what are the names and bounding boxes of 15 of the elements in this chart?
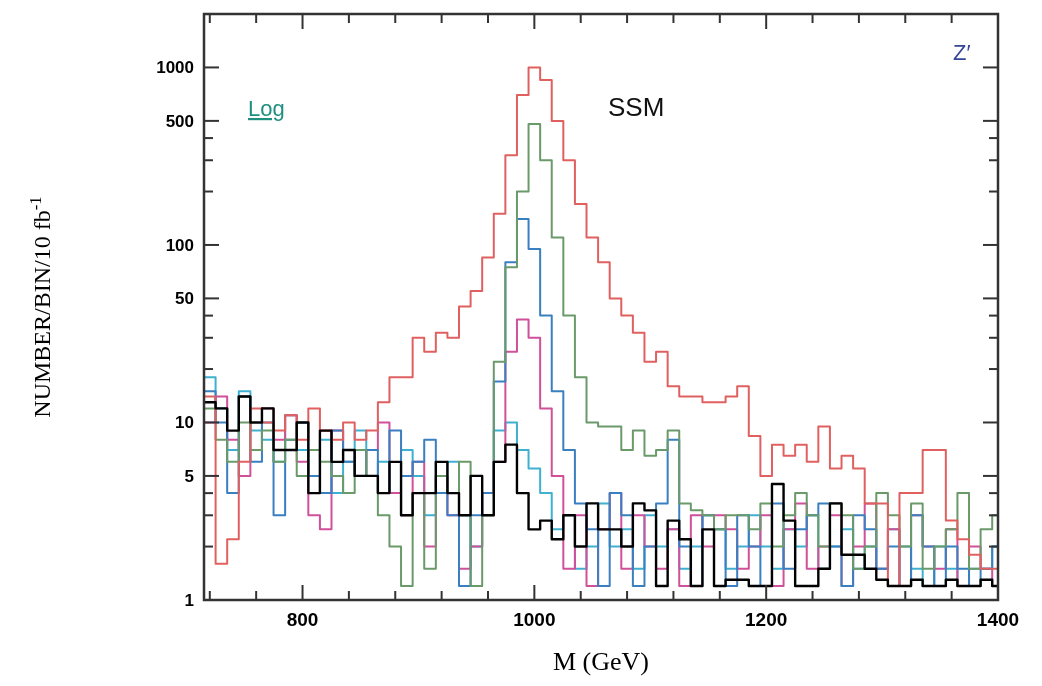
annotation: Z′ (953, 40, 971, 65)
y-tick-label: 100 (165, 235, 194, 255)
annotation: Log (248, 96, 285, 121)
x-tick-label: 1200 (745, 609, 788, 630)
y-tick-label: 10 (175, 413, 194, 433)
x-tick-label: 1400 (976, 609, 1020, 630)
y-tick-label: 1000 (156, 58, 194, 78)
x-tick-label: 1000 (513, 609, 556, 630)
y-tick-label: 500 (165, 111, 194, 131)
y-tick-label: 50 (175, 289, 194, 309)
x-tick-label: 800 (286, 609, 319, 630)
y-tick-label: 1 (184, 590, 194, 610)
y-tick-label: 5 (184, 466, 194, 486)
annotation: SSM (608, 92, 665, 122)
x-axis-title: M (GeV) (552, 647, 650, 676)
